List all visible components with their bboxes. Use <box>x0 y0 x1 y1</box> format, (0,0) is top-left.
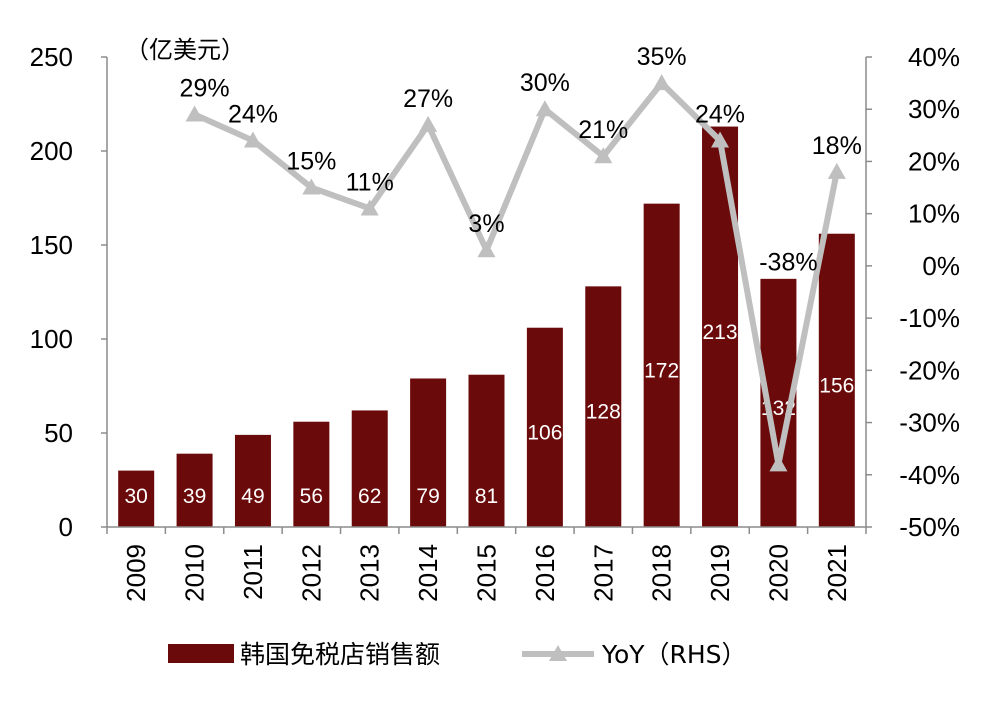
yoy-marker <box>594 147 613 164</box>
yoy-label: 15% <box>286 148 336 176</box>
bar-value-label: 172 <box>644 359 679 382</box>
yoy-label: 35% <box>637 43 687 71</box>
bar-value-label: 49 <box>241 485 264 508</box>
y-tick-label: 250 <box>30 42 73 72</box>
bar-value-label: 81 <box>475 485 498 508</box>
yoy-label: 27% <box>403 85 453 113</box>
bar-value-label: 128 <box>586 401 621 424</box>
yoy-marker <box>652 74 671 91</box>
bar <box>468 374 505 527</box>
x-tick-label: 2019 <box>705 544 735 602</box>
yoy-label: -38% <box>759 248 817 276</box>
bar <box>585 286 622 527</box>
bar <box>176 453 213 527</box>
yoy-marker <box>711 131 730 148</box>
bars-layer <box>118 126 855 527</box>
x-tick-label: 2011 <box>238 544 268 600</box>
bar <box>526 327 563 527</box>
bar <box>293 421 330 527</box>
line-layer: 29%24%15%11%27%3%30%21%35%24%-38%18% <box>180 43 862 472</box>
bar-value-label: 213 <box>703 321 738 344</box>
x-tick-label: 2017 <box>588 544 618 602</box>
y2-tick-label: -50% <box>899 512 960 542</box>
yoy-label: 24% <box>695 101 745 129</box>
x-tick-label: 2013 <box>355 544 385 602</box>
bar <box>410 378 447 527</box>
y2-tick-label: 10% <box>908 199 960 229</box>
yoy-label: 18% <box>812 132 862 160</box>
legend-bar-label: 韩国免税店销售额 <box>240 640 440 669</box>
bar <box>818 233 855 527</box>
legend-line-marker <box>549 645 567 661</box>
yoy-label: 11% <box>346 168 394 196</box>
yoy-label: 24% <box>228 101 278 129</box>
yoy-marker <box>360 199 379 216</box>
y-tick-label: 50 <box>44 418 73 448</box>
bar <box>234 434 271 527</box>
yoy-marker <box>419 115 438 132</box>
bar-value-label: 106 <box>527 421 562 444</box>
yoy-label: 29% <box>180 74 230 102</box>
yoy-line <box>193 80 840 468</box>
y2-tick-label: 0% <box>922 251 960 281</box>
yoy-marker <box>477 241 496 258</box>
y2-tick-label: -10% <box>899 303 960 333</box>
x-tick-label: 2009 <box>121 544 151 602</box>
x-tick-label: 2016 <box>530 544 560 602</box>
bar-value-label: 156 <box>819 374 854 397</box>
y-tick-label: 150 <box>30 230 73 260</box>
yoy-label: 3% <box>468 210 504 238</box>
y-tick-label: 200 <box>30 136 73 166</box>
yoy-marker <box>243 131 262 148</box>
y-axis-title: （亿美元） <box>125 36 245 64</box>
yoy-marker <box>302 178 321 195</box>
bar-value-label: 39 <box>183 485 206 508</box>
y-tick-label: 100 <box>30 324 73 354</box>
yoy-marker <box>827 162 846 179</box>
x-tick-label: 2021 <box>822 544 852 602</box>
y2-tick-label: -20% <box>899 355 960 385</box>
legend-line-label: YoY（RHS） <box>601 640 747 669</box>
legend-bar-swatch <box>168 644 234 663</box>
bar-value-label: 30 <box>125 485 148 508</box>
yoy-marker <box>185 105 204 122</box>
x-tick-label: 2018 <box>647 544 677 602</box>
x-tick-label: 2014 <box>413 544 443 602</box>
bar <box>351 410 388 527</box>
bar <box>643 203 680 527</box>
y2-tick-label: -40% <box>899 460 960 490</box>
bar-value-label: 56 <box>300 485 323 508</box>
bar <box>118 470 155 527</box>
x-tick-label: 2012 <box>296 544 326 602</box>
y2-tick-label: -30% <box>899 408 960 438</box>
bar-value-label: 62 <box>358 485 381 508</box>
legend: 韩国免税店销售额 YoY（RHS） <box>168 640 747 669</box>
axes-layer: 0 50 100 150 200 250 -50% -40% -30% -20% -10% 0% 10%… <box>30 42 960 602</box>
y-tick-label: 0 <box>59 512 73 542</box>
bar-value-label: 79 <box>416 485 439 508</box>
x-tick-label: 2010 <box>180 544 210 602</box>
y2-tick-label: 40% <box>908 42 960 72</box>
x-tick-label: 2015 <box>472 544 502 602</box>
yoy-marker <box>535 100 554 117</box>
y2-tick-label: 20% <box>908 146 960 176</box>
yoy-marker <box>769 455 788 472</box>
y2-tick-label: 30% <box>908 94 960 124</box>
x-tick-label: 2020 <box>763 544 793 602</box>
yoy-label: 21% <box>578 116 628 144</box>
yoy-label: 30% <box>520 69 570 97</box>
